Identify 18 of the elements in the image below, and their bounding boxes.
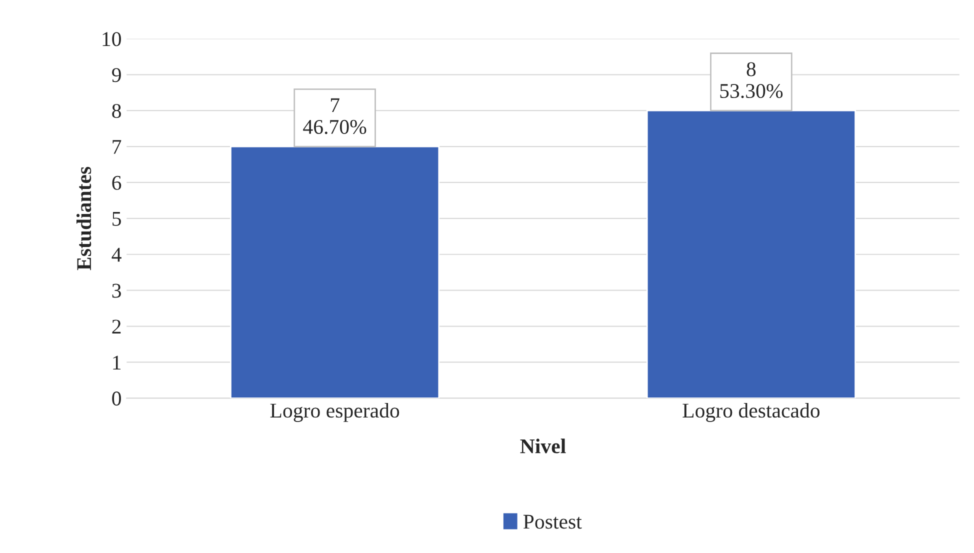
- data-label: 7 46.70%: [303, 98, 366, 134]
- y-tick-label: 0: [112, 392, 121, 406]
- x-tick-label: Logro esperado: [270, 403, 400, 422]
- y-tick-label: 5: [112, 212, 121, 226]
- y-axis-title: Estudiantes: [76, 166, 92, 270]
- y-tick-label: 6: [112, 176, 122, 190]
- data-label: 8 53.30%: [720, 62, 783, 98]
- y-tick-label: 3: [112, 284, 121, 298]
- y-tick-label: 1: [113, 356, 121, 370]
- y-tick-label: 9: [112, 68, 121, 82]
- y-tick-label: 4: [112, 248, 122, 262]
- y-tick-label: 7: [112, 140, 122, 154]
- y-tick-label: 10: [102, 32, 121, 46]
- x-axis-title: Nivel: [520, 438, 566, 454]
- x-tick-label: Logro destacado: [682, 403, 820, 422]
- y-tick-label: 8: [112, 104, 121, 118]
- y-tick-label: 2: [112, 320, 121, 334]
- legend-label: Postest: [523, 514, 582, 529]
